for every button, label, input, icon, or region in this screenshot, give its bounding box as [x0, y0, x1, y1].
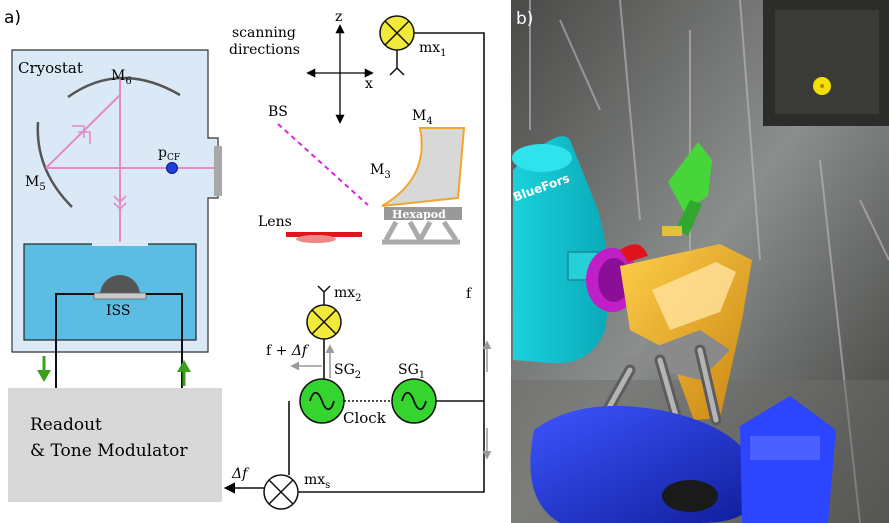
- mirror-m6: [67, 76, 181, 99]
- red-lens: [620, 244, 648, 262]
- f-label: f: [466, 286, 473, 302]
- scanning-label-1: scanning: [232, 25, 296, 41]
- wire-mx1-right: [298, 32, 485, 493]
- beam-arrow-up: [72, 125, 91, 144]
- readout-box: [8, 388, 222, 502]
- z-axis-label: z: [335, 9, 342, 25]
- hexapod-platform: [384, 207, 462, 220]
- green-arrow-down: [37, 356, 51, 382]
- x-axis-label: x: [365, 76, 373, 92]
- bs-label: BS: [268, 104, 288, 120]
- m5-label: M5: [25, 174, 46, 193]
- mirror-m5: [36, 121, 73, 208]
- cryostat-label: Cryostat: [18, 59, 83, 77]
- hexapod-legs: [382, 220, 460, 245]
- beam-splitter: [277, 123, 369, 206]
- clock-label: Clock: [343, 409, 387, 427]
- mixer-mx1: [379, 15, 415, 76]
- readout-wire: [55, 293, 183, 388]
- panel-a: a) Cryostat M6 M5 pCF ISS: [4, 8, 492, 510]
- orange-mirror-face: [652, 262, 736, 330]
- green-bracket: [668, 142, 712, 212]
- green-bracket-arm: [676, 200, 702, 236]
- pcf-label: pCF: [158, 145, 180, 163]
- panel-a-label: a): [4, 8, 21, 28]
- mixer-mxs: [263, 474, 299, 510]
- iss-chip: [93, 292, 147, 300]
- hexapod-label: Hexapod: [392, 208, 446, 221]
- mxs-label: mxs: [304, 472, 330, 491]
- sg2-label: SG2: [334, 362, 361, 381]
- m4-label: M4: [412, 108, 433, 127]
- mixer-mx2: [306, 285, 342, 340]
- cryostat-window: [214, 146, 222, 196]
- signal-generator-sg1: [391, 378, 437, 424]
- mx1-label: mx1: [419, 40, 447, 59]
- dark-box-inner: [775, 10, 879, 114]
- readout-line1: Readout: [30, 415, 102, 435]
- bath-opening: [92, 242, 148, 246]
- beam-arrow-down: [113, 195, 127, 211]
- lens-label: Lens: [258, 214, 292, 230]
- lens-bar: [286, 232, 362, 237]
- signal-generator-sg2: [299, 378, 345, 424]
- lens-dome: [100, 275, 140, 295]
- scanning-label-2: directions: [229, 42, 300, 58]
- focus-point-pcf: [166, 162, 178, 174]
- green-arrow-up: [177, 360, 191, 386]
- mx2-label: mx2: [334, 285, 362, 304]
- sg1-label: SG1: [398, 362, 425, 381]
- yellow-target-dot: [820, 84, 824, 88]
- panel-b-label: b): [516, 9, 533, 29]
- m6-label: M6: [111, 68, 132, 87]
- blue-stage-top: [750, 436, 820, 460]
- panel-b-photo: BlueFors: [511, 0, 889, 523]
- delta-f-out-label: Δf: [231, 466, 250, 482]
- mirror-m4-m3: [381, 127, 466, 207]
- readout-line2: & Tone Modulator: [30, 441, 188, 461]
- f-plus-delta-label: f + Δf: [266, 343, 310, 359]
- cryostat-cyan-top: [512, 144, 572, 172]
- blue-base-hole: [662, 480, 718, 512]
- lab-shelving: [529, 0, 889, 523]
- m3-label: M3: [370, 162, 391, 181]
- gold-connector: [662, 226, 682, 236]
- lens-shadow: [296, 235, 336, 243]
- iss-label: ISS: [106, 303, 130, 319]
- cryostat-cyan: [513, 136, 609, 364]
